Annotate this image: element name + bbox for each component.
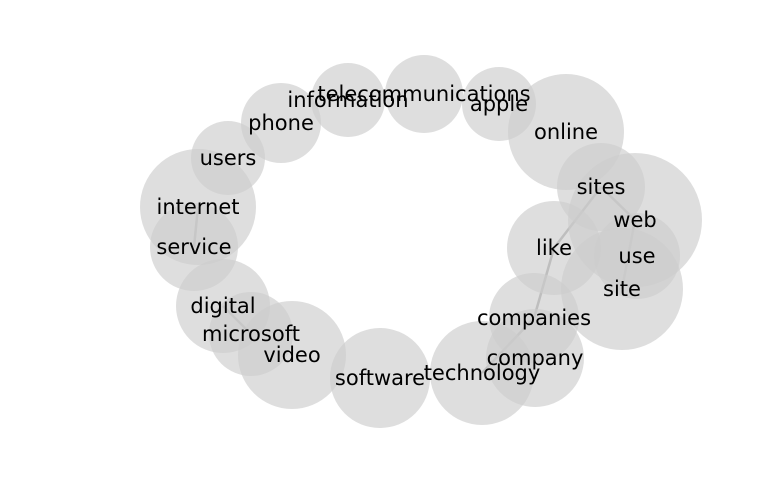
node-label-telecommunications: telecommunications: [317, 82, 530, 106]
node-label-company: company: [487, 346, 584, 370]
node-label-service: service: [156, 235, 231, 259]
node-telecommunications: [385, 55, 463, 133]
node-label-internet: internet: [156, 195, 239, 219]
node-label-apple: apple: [470, 92, 528, 116]
node-software: [330, 328, 430, 428]
node-label-digital: digital: [190, 294, 255, 318]
node-label-microsoft: microsoft: [202, 322, 300, 346]
node-label-use: use: [618, 244, 655, 268]
node-layer: [140, 55, 702, 428]
node-label-companies: companies: [477, 306, 591, 330]
node-label-software: software: [335, 366, 425, 390]
node-label-technology: technology: [424, 361, 541, 385]
node-label-users: users: [200, 146, 257, 170]
node-label-site: site: [603, 277, 641, 301]
node-site: [561, 228, 683, 350]
node-label-information: information: [287, 88, 408, 112]
node-label-phone: phone: [248, 111, 314, 135]
node-label-sites: sites: [577, 175, 626, 199]
node-label-like: like: [536, 236, 572, 260]
node-label-web: web: [613, 208, 656, 232]
node-label-video: video: [263, 343, 320, 367]
node-label-online: online: [534, 120, 598, 144]
node-technology: [430, 321, 534, 425]
node-video: [238, 301, 346, 409]
node-information: [311, 63, 385, 137]
